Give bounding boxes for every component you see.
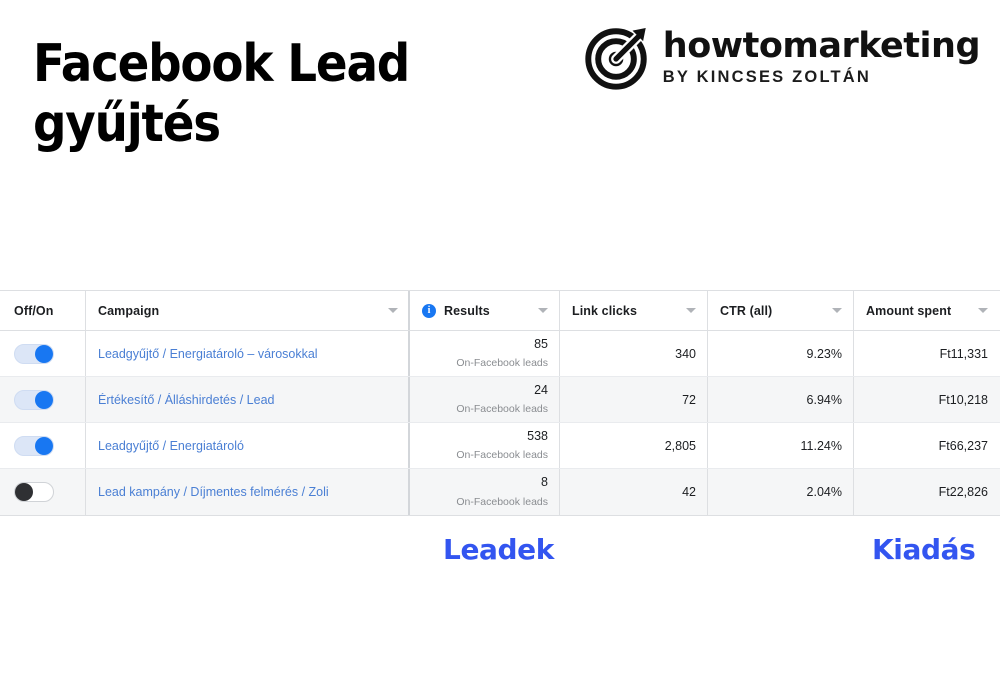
campaign-link[interactable]: Értékesítő / Álláshirdetés / Lead [98, 392, 275, 407]
column-header-campaign[interactable]: Campaign [86, 291, 410, 330]
brand-logo: howtomarketing BY KINCSES ZOLTÁN [585, 24, 981, 90]
column-header-label: Results [444, 303, 490, 318]
page-title: Facebook Lead gyűjtés [33, 34, 410, 154]
info-icon[interactable]: i [422, 303, 436, 318]
ads-table: Off/On Campaign i Results Link clicks CT… [0, 290, 1000, 516]
amount-spent-value: Ft22,826 [938, 485, 988, 499]
ctr-value: 6.94% [806, 392, 842, 407]
column-header-results[interactable]: i Results [410, 291, 560, 330]
brand-text: howtomarketing BY KINCSES ZOLTÁN [662, 25, 981, 87]
target-arrow-icon [585, 26, 648, 90]
campaign-toggle-switch[interactable] [14, 389, 54, 410]
campaign-toggle-switch[interactable] [14, 435, 54, 456]
table-row[interactable]: Leadgyűjtő / Energiatároló – városokkal … [0, 331, 1000, 377]
results-value: 24 [534, 382, 548, 397]
toggle-knob [35, 344, 53, 363]
chevron-down-icon[interactable] [978, 308, 988, 313]
ctr-cell: 11.24% [708, 423, 854, 468]
column-header-label: Off/On [14, 303, 54, 318]
chevron-down-icon[interactable] [686, 308, 696, 313]
metric-stack: 85 On-Facebook leads [422, 337, 548, 371]
row-toggle-cell [0, 331, 86, 376]
campaign-link[interactable]: Leadgyűjtő / Energiatároló – városokkal [98, 346, 318, 361]
results-sublabel: On-Facebook leads [456, 495, 548, 508]
table-row[interactable]: Értékesítő / Álláshirdetés / Lead 24 On-… [0, 377, 1000, 423]
campaign-name-cell: Leadgyűjtő / Energiatároló – városokkal [86, 331, 410, 376]
amount-spent-value: Ft66,237 [938, 438, 988, 453]
campaign-toggle-switch[interactable] [14, 482, 54, 502]
campaign-link[interactable]: Lead kampány / Díjmentes felmérés / Zoli [98, 485, 329, 499]
table-row[interactable]: Lead kampány / Díjmentes felmérés / Zoli… [0, 469, 1000, 515]
results-value: 85 [534, 336, 548, 351]
results-sublabel: On-Facebook leads [456, 357, 548, 370]
link-clicks-value: 42 [682, 485, 696, 499]
campaign-name-cell: Lead kampány / Díjmentes felmérés / Zoli [86, 469, 410, 515]
ctr-value: 9.23% [806, 346, 842, 361]
results-sublabel: On-Facebook leads [456, 449, 548, 462]
column-header-link-clicks[interactable]: Link clicks [560, 291, 708, 330]
link-clicks-value: 2,805 [664, 438, 696, 453]
link-clicks-value: 340 [675, 346, 696, 361]
amount-spent-value: Ft10,218 [938, 392, 988, 407]
row-toggle-cell [0, 469, 86, 515]
ctr-value: 2.04% [806, 485, 842, 499]
ctr-value: 11.24% [800, 438, 842, 453]
brand-subtitle: BY KINCSES ZOLTÁN [662, 67, 872, 86]
annotation-spend: Kiadás [872, 533, 976, 566]
column-header-ctr[interactable]: CTR (all) [708, 291, 854, 330]
results-value: 8 [541, 475, 548, 490]
campaign-name-cell: Értékesítő / Álláshirdetés / Lead [86, 377, 410, 422]
column-header-label: Link clicks [572, 303, 638, 318]
chevron-down-icon[interactable] [538, 308, 548, 313]
ctr-cell: 2.04% [708, 469, 854, 515]
results-cell: 24 On-Facebook leads [410, 377, 560, 422]
link-clicks-cell: 340 [560, 331, 708, 376]
metric-stack: 8 On-Facebook leads [422, 475, 548, 509]
column-header-off-on[interactable]: Off/On [0, 291, 86, 330]
row-toggle-cell [0, 377, 86, 422]
ctr-cell: 9.23% [708, 331, 854, 376]
campaign-toggle-switch[interactable] [14, 343, 54, 364]
metric-stack: 538 On-Facebook leads [422, 429, 548, 463]
chevron-down-icon[interactable] [388, 308, 398, 313]
column-header-label: CTR (all) [720, 303, 773, 318]
toggle-knob [15, 483, 33, 501]
link-clicks-cell: 2,805 [560, 423, 708, 468]
annotation-leads: Leadek [443, 533, 554, 566]
toggle-knob [35, 436, 53, 455]
row-toggle-cell [0, 423, 86, 468]
campaign-name-cell: Leadgyűjtő / Energiatároló [86, 423, 410, 468]
table-header-row: Off/On Campaign i Results Link clicks CT… [0, 291, 1000, 331]
link-clicks-cell: 72 [560, 377, 708, 422]
chevron-down-icon[interactable] [832, 308, 842, 313]
amount-spent-cell: Ft11,331 [854, 331, 1000, 376]
brand-name: howtomarketing [662, 25, 981, 66]
column-header-amount-spent[interactable]: Amount spent [854, 291, 1000, 330]
metric-stack: 24 On-Facebook leads [422, 383, 548, 417]
link-clicks-cell: 42 [560, 469, 708, 515]
results-cell: 8 On-Facebook leads [410, 469, 560, 515]
table-row[interactable]: Leadgyűjtő / Energiatároló 538 On-Facebo… [0, 423, 1000, 469]
results-sublabel: On-Facebook leads [456, 403, 548, 416]
amount-spent-cell: Ft22,826 [854, 469, 1000, 515]
campaign-link[interactable]: Leadgyűjtő / Energiatároló [98, 438, 244, 453]
results-value: 538 [527, 428, 548, 443]
link-clicks-value: 72 [682, 392, 696, 407]
amount-spent-cell: Ft10,218 [854, 377, 1000, 422]
results-cell: 85 On-Facebook leads [410, 331, 560, 376]
toggle-knob [35, 390, 53, 409]
ctr-cell: 6.94% [708, 377, 854, 422]
results-cell: 538 On-Facebook leads [410, 423, 560, 468]
column-header-label: Amount spent [866, 303, 952, 318]
amount-spent-value: Ft11,331 [939, 346, 988, 361]
column-header-label: Campaign [98, 303, 160, 318]
amount-spent-cell: Ft66,237 [854, 423, 1000, 468]
